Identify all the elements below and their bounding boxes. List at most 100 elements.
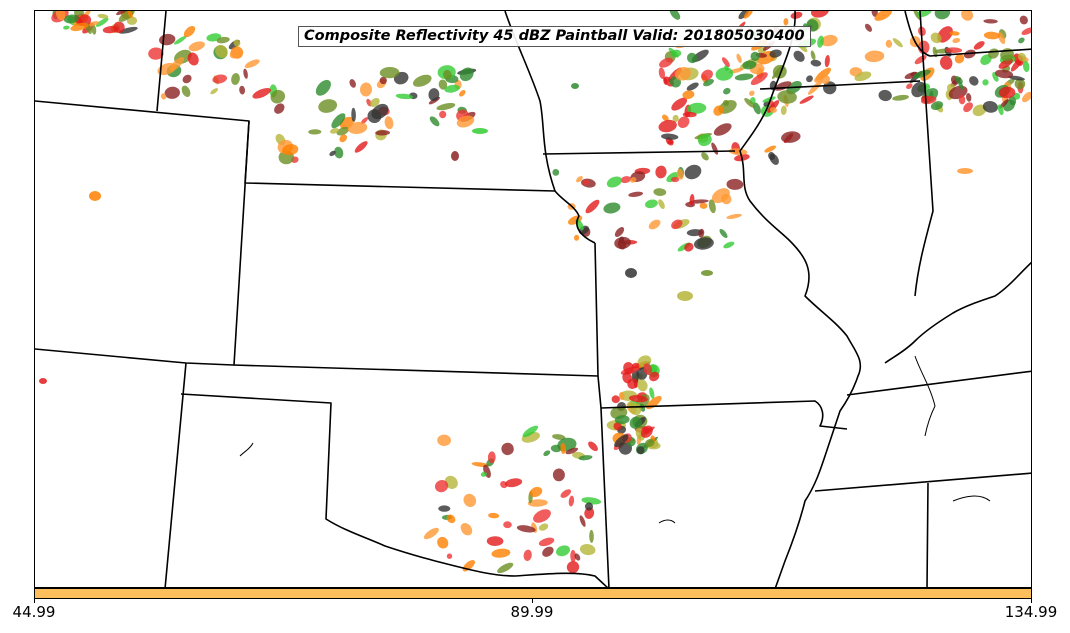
reflectivity-blob (820, 74, 830, 85)
reflectivity-blob (423, 527, 439, 540)
reflectivity-blob (878, 89, 892, 102)
colorbar-label-mid: 89.99 (510, 603, 554, 621)
reflectivity-blob (516, 525, 536, 533)
lake-outline (658, 519, 676, 524)
reflectivity-blob (573, 234, 580, 241)
reflectivity-blob (622, 371, 632, 384)
reflectivity-blob (644, 438, 655, 448)
reflectivity-blob (715, 67, 734, 81)
reflectivity-blob (701, 152, 709, 161)
map-title: Composite Reflectivity 45 dBZ Paintball … (298, 26, 811, 47)
reflectivity-blob (726, 213, 742, 219)
reflectivity-blob (446, 553, 453, 559)
reflectivity-blob (722, 99, 729, 106)
reflectivity-blob (658, 67, 666, 79)
reflectivity-blob (713, 105, 724, 116)
reflectivity-blob (723, 241, 735, 249)
reflectivity-blob (728, 148, 748, 156)
reflectivity-blob (723, 87, 731, 95)
reflectivity-blob (63, 25, 70, 30)
reflectivity-blob (159, 33, 176, 46)
reflectivity-blob (864, 50, 885, 63)
reflectivity-blob (334, 146, 344, 159)
reflectivity-blob (708, 199, 716, 214)
reflectivity-blob (274, 103, 285, 114)
reflectivity-blob (783, 18, 789, 26)
reflectivity-blob (436, 102, 456, 111)
reflectivity-blob (958, 95, 966, 105)
reflectivity-blob (864, 23, 873, 32)
reflectivity-blob (434, 480, 449, 493)
reflectivity-blob (148, 47, 164, 60)
reflectivity-blob (670, 49, 682, 58)
reflectivity-blob (817, 35, 824, 48)
reflectivity-blob (497, 562, 514, 574)
reflectivity-blob (806, 75, 813, 83)
reflectivity-blob (671, 219, 683, 230)
reflectivity-blob (330, 128, 339, 134)
reflectivity-blob (719, 228, 728, 239)
reflectivity-blob (693, 237, 714, 250)
reflectivity-blob (945, 47, 963, 54)
reflectivity-blob (699, 202, 708, 209)
reflectivity-blob (611, 395, 620, 404)
reflectivity-blob (653, 188, 667, 197)
reflectivity-blob (533, 509, 551, 523)
reflectivity-paintball-layer (39, 11, 1031, 574)
reflectivity-blob (810, 50, 816, 61)
reflectivity-blob (529, 486, 543, 498)
lake-outline (952, 495, 991, 502)
reflectivity-blob (648, 219, 661, 230)
reflectivity-blob (674, 67, 691, 81)
border-line (156, 11, 167, 112)
reflectivity-blob (578, 455, 593, 461)
reflectivity-blob (628, 395, 648, 403)
reflectivity-blob (954, 53, 965, 64)
border-line (164, 362, 187, 587)
reflectivity-blob (885, 39, 893, 48)
reflectivity-blob (614, 434, 629, 448)
border-line (180, 393, 609, 587)
reflectivity-blob (623, 362, 634, 374)
reflectivity-blob (552, 434, 566, 440)
reflectivity-blob (560, 442, 566, 455)
reflectivity-blob (973, 41, 985, 50)
reflectivity-blob (682, 90, 695, 100)
reflectivity-blob (701, 270, 713, 276)
reflectivity-blob (777, 90, 797, 104)
reflectivity-blob (395, 93, 414, 100)
reflectivity-blob (1017, 52, 1027, 62)
reflectivity-blob (336, 126, 350, 136)
reflectivity-blob (187, 52, 199, 66)
reflectivity-blob (1022, 60, 1030, 73)
reflectivity-blob (684, 242, 694, 252)
reflectivity-blob (620, 176, 632, 184)
reflectivity-blob (446, 514, 456, 524)
reflectivity-blob (456, 115, 475, 128)
reflectivity-blob (934, 11, 951, 20)
reflectivity-blob (807, 80, 823, 95)
reflectivity-blob (686, 82, 699, 91)
reflectivity-blob (658, 199, 665, 210)
reflectivity-blob (637, 379, 648, 392)
reflectivity-blob (1019, 15, 1028, 25)
reflectivity-blob (116, 11, 129, 16)
reflectivity-blob (360, 117, 369, 125)
border-line (884, 261, 1031, 364)
colorbar-tick-max (1031, 599, 1032, 603)
reflectivity-blob (574, 553, 581, 561)
reflectivity-blob (91, 23, 97, 35)
reflectivity-blob (810, 59, 822, 67)
reflectivity-blob (584, 507, 595, 519)
reflectivity-blob (566, 561, 580, 574)
reflectivity-blob (912, 69, 931, 79)
reflectivity-blob (628, 191, 644, 197)
reflectivity-blob (375, 130, 390, 136)
reflectivity-blob (437, 434, 451, 447)
reflectivity-blob (643, 363, 653, 375)
reflectivity-blob (614, 227, 625, 237)
border-line (233, 120, 250, 366)
reflectivity-blob (606, 176, 622, 188)
reflectivity-blob (583, 179, 590, 186)
reflectivity-blob (244, 59, 260, 69)
